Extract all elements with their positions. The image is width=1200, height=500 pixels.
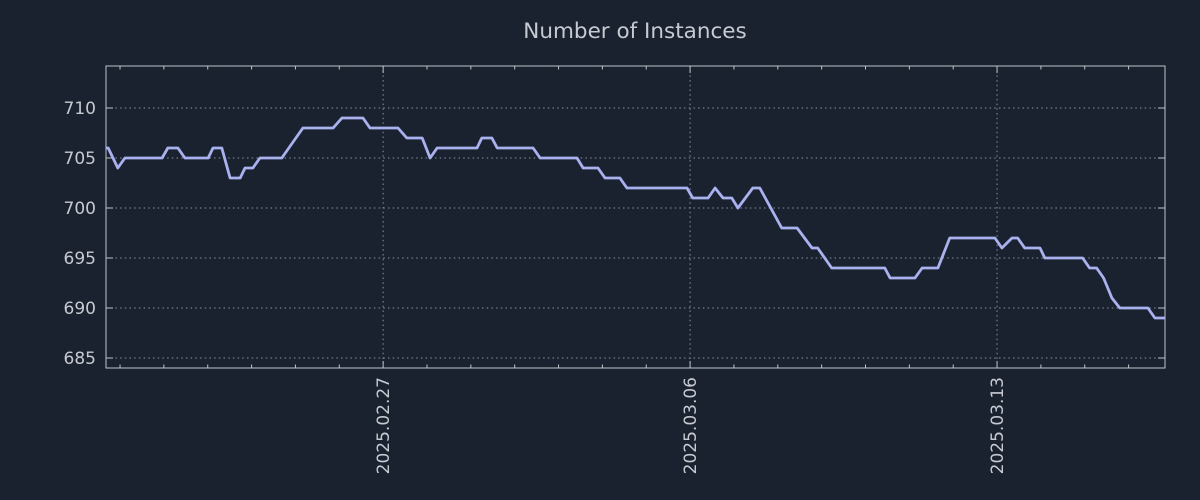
x-tick-label: 2025.02.27 — [374, 377, 394, 474]
label-layer: 685 690 695 700 705 710 2025.02.27 2025.03.06 20… — [64, 99, 1009, 474]
x-tick-label: 2025.03.06 — [681, 377, 701, 474]
plot-area-border — [105, 65, 1166, 369]
series-line-instances — [106, 116, 1165, 320]
tick-layer — [106, 66, 1165, 368]
y-tick-label: 695 — [64, 249, 96, 269]
y-tick-label: 710 — [64, 99, 96, 119]
y-tick-label: 705 — [64, 149, 96, 169]
x-tick-label: 2025.03.13 — [988, 377, 1008, 474]
y-tick-label: 685 — [64, 349, 96, 369]
grid-layer — [106, 66, 1165, 368]
y-tick-label: 700 — [64, 199, 96, 219]
chart-title: Number of Instances — [523, 19, 746, 44]
y-tick-label: 690 — [64, 299, 96, 319]
